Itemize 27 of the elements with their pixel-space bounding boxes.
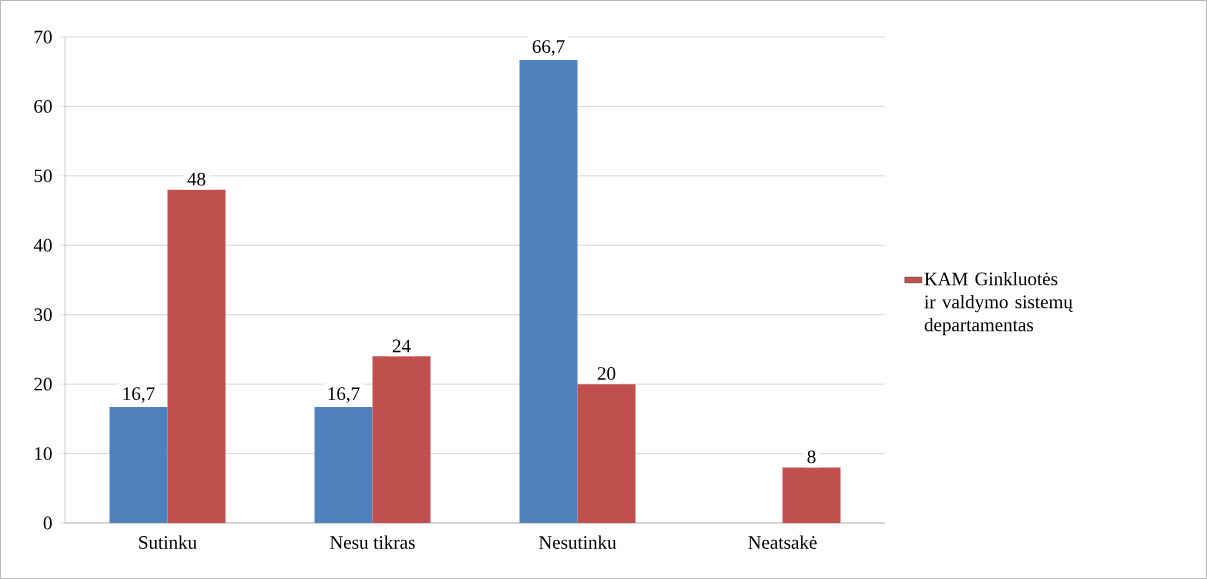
bar [167,189,226,523]
data-label: 16,7 [328,387,360,403]
data-label: 16,7 [123,387,155,403]
y-tick-label: 30 [34,308,52,322]
y-tick-label: 40 [33,238,52,252]
y-tick-label: 20 [34,377,52,391]
bar [314,407,373,523]
bar [109,407,168,523]
data-label: 8 [807,450,816,464]
x-tick-label: Neatsakė [748,535,817,549]
bar [372,356,431,523]
y-tick-label: 50 [34,169,52,183]
y-tick-label: 70 [34,30,52,44]
y-tick-label: 10 [35,447,52,460]
data-label: 24 [392,339,411,353]
data-label: 20 [597,367,616,380]
x-tick-label: Nesutinku [539,535,617,549]
y-tick-label: 60 [34,100,52,113]
bar [782,467,841,523]
legend-label: KAM Ginkluotės ir valdymo sistemų departamentas [924,271,1073,336]
bar [519,59,578,523]
y-tick-label: 0 [43,516,52,530]
x-tick-label: Sutinku [139,535,197,549]
data-label: 48 [187,172,206,186]
x-tick-label: Nesu tikras [330,535,415,549]
bar [577,384,636,523]
data-label: 66,7 [532,40,565,56]
